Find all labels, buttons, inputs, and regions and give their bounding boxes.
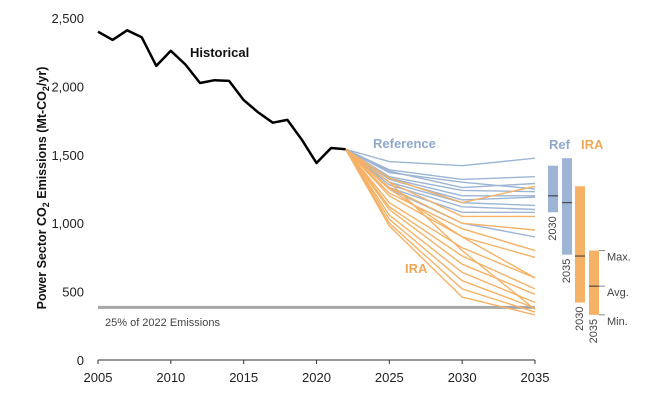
range-panel-ira-label: IRA [581, 137, 604, 152]
y-tick-label: 500 [62, 285, 84, 300]
ira-run-line [344, 148, 536, 316]
ira-2035-year-label: 2035 [588, 319, 600, 343]
range-legend-avg: Avg. [607, 287, 629, 299]
ira-run-line [345, 148, 536, 309]
range-panel-ref-label: Ref [549, 137, 571, 152]
ira-run-line [345, 148, 536, 290]
reference-run-line [345, 148, 535, 214]
threshold-label: 25% of 2022 Emissions [105, 317, 220, 329]
ira-2035-range-bar [589, 250, 599, 315]
axes: 2005 2010 2015 2020 2025 2030 2035 0 500 1,000 1,5… [51, 11, 549, 385]
range-legend-min: Min. [607, 316, 628, 328]
y-tick-label: 0 [77, 353, 84, 368]
ira-run-line [345, 148, 536, 252]
ref-2030-year-label: 2030 [547, 216, 559, 240]
reference-run-line [345, 148, 536, 211]
historical-line [97, 29, 346, 165]
reference-label: Reference [373, 136, 436, 151]
ira-run-line [345, 148, 536, 279]
y-tick-label: 2,000 [51, 79, 84, 94]
ira-run-line [345, 148, 536, 310]
x-tick-label: 2035 [521, 370, 550, 385]
ira-series-group [344, 148, 536, 316]
ira-run-line [345, 148, 536, 204]
reference-run-line [345, 148, 536, 167]
y-tick-label: 2,500 [51, 11, 84, 26]
x-tick-label: 2005 [84, 370, 113, 385]
historical-series-group [97, 29, 346, 165]
ref-2035-range-bar [562, 158, 572, 255]
x-tick-label: 2025 [375, 370, 404, 385]
range-legend-max: Max. [607, 252, 631, 264]
ira-2030-year-label: 2030 [574, 307, 586, 331]
ira-run-line [345, 148, 536, 279]
reference-run-line [345, 148, 536, 190]
y-axis-label: Power Sector CO2 Emissions (Mt-CO2/yr) [35, 67, 51, 310]
y-tick-label: 1,000 [51, 216, 84, 231]
x-tick-label: 2015 [229, 370, 258, 385]
x-tick-label: 2020 [302, 370, 331, 385]
x-tick-label: 2010 [156, 370, 185, 385]
ira-run-line [345, 148, 536, 304]
ira-2030-range-bar [575, 186, 585, 303]
historical-label: Historical [190, 45, 249, 60]
y-tick-label: 1,500 [51, 148, 84, 163]
ref-2030-range-bar [548, 165, 558, 213]
ira-label: IRA [405, 261, 428, 276]
ref-2035-year-label: 2035 [561, 259, 573, 283]
x-tick-label: 2030 [448, 370, 477, 385]
